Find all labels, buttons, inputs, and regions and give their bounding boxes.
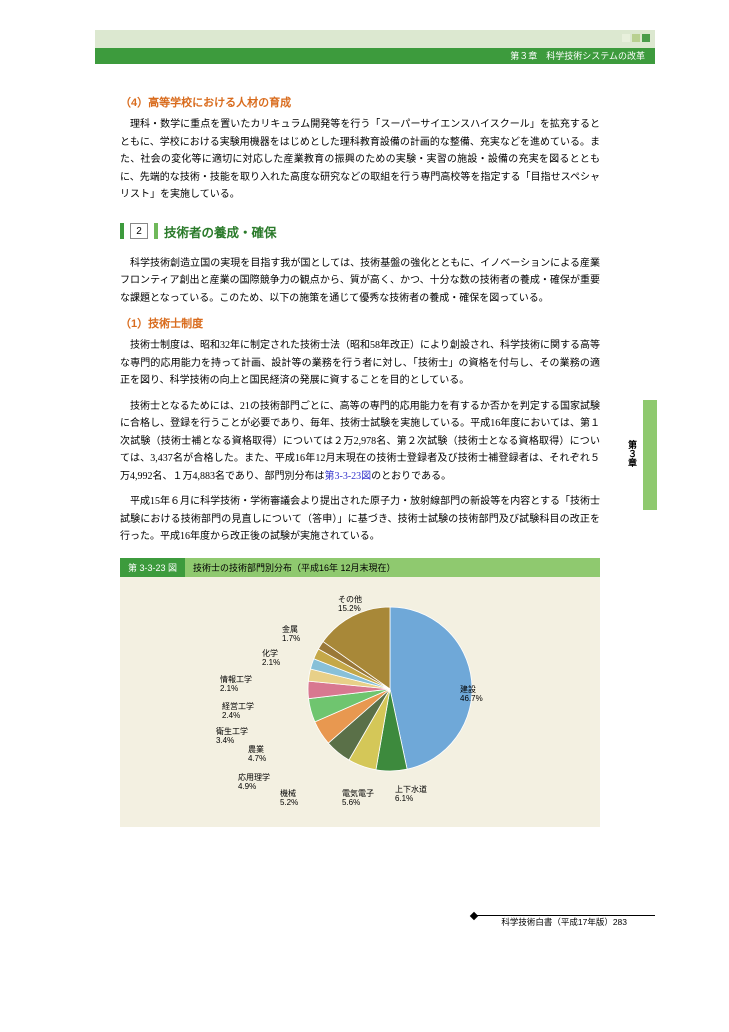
header-squares — [622, 34, 650, 42]
figure-link[interactable]: 第3-3-23図 — [325, 471, 372, 482]
figure-tab: 第 3-3-23 図 — [120, 558, 185, 577]
header-pale-bar — [95, 30, 655, 48]
subsection1-p3: 平成15年６月に科学技術・学術審議会より提出された原子力・放射線部門の新設等を内… — [120, 493, 600, 546]
pie-label-農業: 農業4.7% — [248, 745, 266, 763]
subsection-4-title: （4）高等学校における人材の育成 — [120, 94, 600, 110]
section-2-header: 2 技術者の養成・確保 — [120, 222, 600, 241]
pie-label-衛生工学: 衛生工学3.4% — [216, 727, 248, 745]
side-tab — [643, 400, 657, 510]
pie-label-電気電子: 電気電子5.6% — [342, 789, 374, 807]
section-number: 2 — [130, 223, 148, 239]
subsection1-p1: 技術士制度は、昭和32年に制定された技術士法（昭和58年改正）により創設され、科… — [120, 337, 600, 390]
subsection1-p2: 技術士となるためには、21の技術部門ごとに、高等の専門的応用能力を有するか否かを… — [120, 398, 600, 486]
figure-caption: 技術士の技術部門別分布（平成16年 12月末現在） — [185, 558, 600, 577]
pie-label-金属: 金属1.7% — [282, 625, 300, 643]
subsection-1-title: （1）技術士制度 — [120, 315, 600, 331]
figure-titlebar: 第 3-3-23 図 技術士の技術部門別分布（平成16年 12月末現在） — [120, 558, 600, 577]
page-footer: 科学技術白書（平成17年版）283 — [501, 916, 627, 928]
page-header: 第３章 科学技術システムの改革 — [0, 0, 729, 64]
side-chapter-label: 第３章 — [626, 440, 639, 467]
figure-3-3-23: 第 3-3-23 図 技術士の技術部門別分布（平成16年 12月末現在） 建設4… — [120, 558, 600, 827]
section4-body: 理科・数学に重点を置いたカリキュラム開発等を行う「スーパーサイエンスハイスクール… — [120, 116, 600, 204]
pie-label-応用理学: 応用理学4.9% — [238, 773, 270, 791]
main-content: （4）高等学校における人材の育成 理科・数学に重点を置いたカリキュラム開発等を行… — [120, 94, 600, 827]
section2-intro: 科学技術創造立国の実現を目指す我が国としては、技術基盤の強化とともに、イノベーシ… — [120, 255, 600, 308]
pie-chart — [300, 599, 480, 782]
section-bar-left — [120, 223, 124, 239]
footer-diamond — [470, 912, 478, 920]
figure-body: 建設46.7% 上下水道6.1% 電気電子5.6% 機械5.2% 応用理学4.9% 農業4… — [120, 577, 600, 827]
section-bar-right — [154, 223, 158, 239]
pie-label-情報工学: 情報工学2.1% — [220, 675, 252, 693]
pie-label-経営工学: 経営工学2.4% — [222, 702, 254, 720]
pie-label-化学: 化学2.1% — [262, 649, 280, 667]
pie-label-機械: 機械5.2% — [280, 789, 298, 807]
pie-label-上下水道: 上下水道6.1% — [395, 785, 427, 803]
chapter-bar: 第３章 科学技術システムの改革 — [95, 48, 655, 64]
section-2-title: 技術者の養成・確保 — [164, 222, 277, 241]
chapter-title: 第３章 科学技術システムの改革 — [510, 51, 645, 61]
pie-label-その他: その他15.2% — [338, 595, 362, 613]
pie-label-建設: 建設46.7% — [460, 685, 483, 703]
